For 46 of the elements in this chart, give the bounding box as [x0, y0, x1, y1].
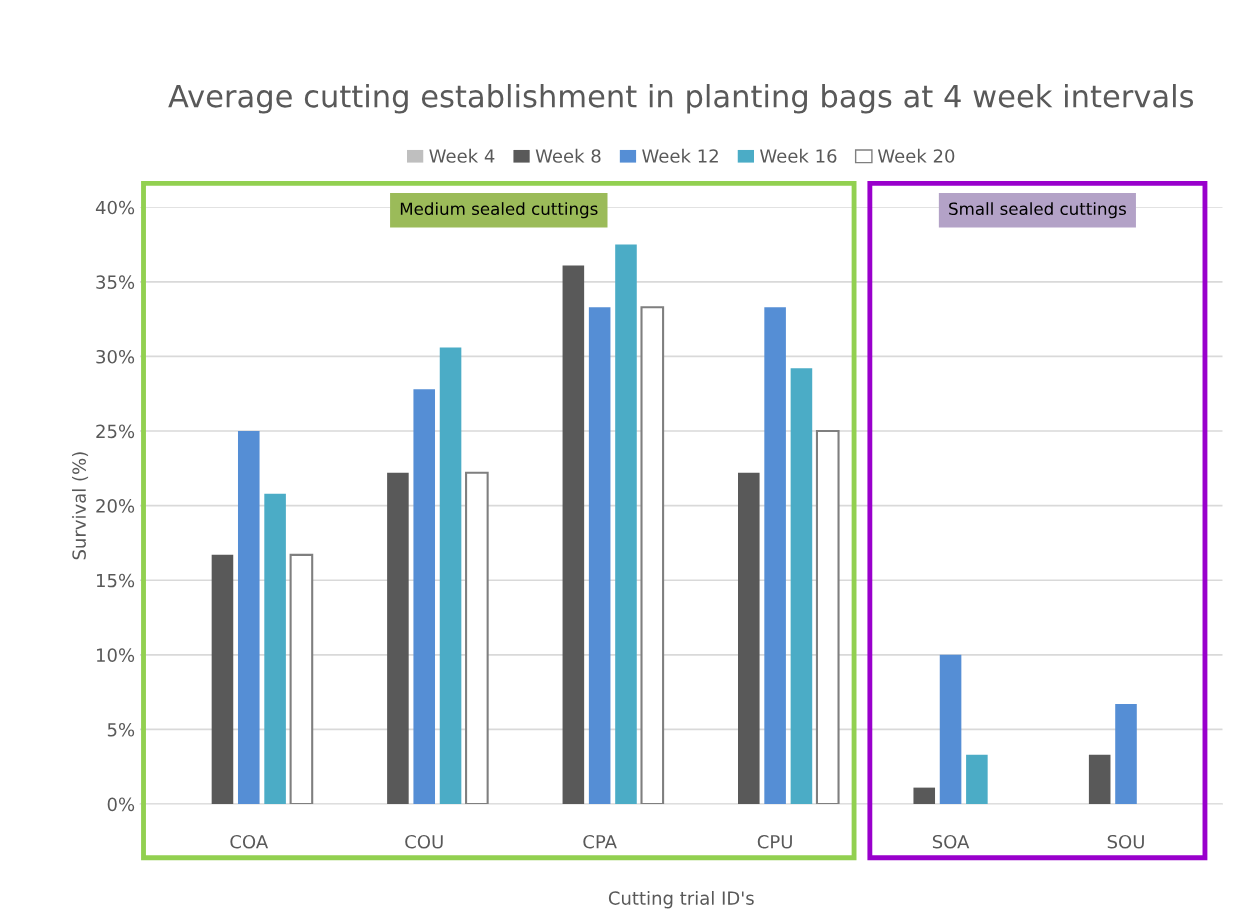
x-tick-label: CPU: [757, 834, 792, 849]
y-tick-label: 40%: [95, 200, 135, 215]
y-tick-label: 15%: [96, 573, 135, 588]
legend-label: Week 20: [877, 148, 955, 163]
x-tick-label: SOU: [1107, 834, 1144, 849]
bar: [387, 472, 409, 805]
x-axis-title: Cutting trial ID's: [608, 890, 754, 909]
y-tick-label: 10%: [96, 648, 135, 662]
legend-label: Week 4: [429, 148, 495, 163]
x-tick-label: SOA: [932, 834, 970, 849]
y-tick-label: 0%: [107, 797, 135, 812]
bar: [790, 368, 813, 805]
y-tick-label: 5%: [107, 722, 135, 737]
chart-title: Average cutting establishment in planting bags at 4 week intervals: [168, 84, 1194, 114]
annotation: Medium sealed cuttings: [400, 202, 598, 219]
bar: [439, 347, 462, 805]
x-tick-label: CPA: [583, 834, 617, 849]
x-tick-label: COA: [230, 834, 269, 849]
bar: [588, 307, 611, 805]
legend-label: Week 8: [535, 148, 601, 163]
bar: [289, 553, 314, 805]
bar: [640, 306, 665, 805]
bar: [966, 754, 988, 805]
y-axis-title: Survival (%): [71, 452, 89, 560]
bar: [465, 471, 489, 805]
bar: [1115, 704, 1137, 805]
bar: [413, 389, 436, 805]
y-tick-label: 30%: [96, 349, 135, 364]
legend-label: Week 16: [760, 148, 837, 163]
bar: [764, 307, 786, 805]
legend-label: Week 12: [642, 148, 718, 163]
bar: [615, 244, 637, 805]
bar: [1088, 754, 1111, 805]
bar: [815, 429, 840, 805]
y-tick-label: 35%: [96, 275, 135, 289]
annotation: Small sealed cuttings: [949, 202, 1126, 219]
bar: [738, 472, 760, 805]
bar: [211, 554, 234, 805]
bar: [264, 493, 286, 805]
bar: [237, 431, 260, 805]
bar: [939, 654, 962, 805]
y-tick-label: 25%: [96, 424, 135, 439]
bar: [913, 787, 936, 805]
bar: [562, 265, 585, 805]
y-tick-label: 20%: [96, 499, 135, 513]
x-tick-label: COU: [405, 834, 443, 849]
